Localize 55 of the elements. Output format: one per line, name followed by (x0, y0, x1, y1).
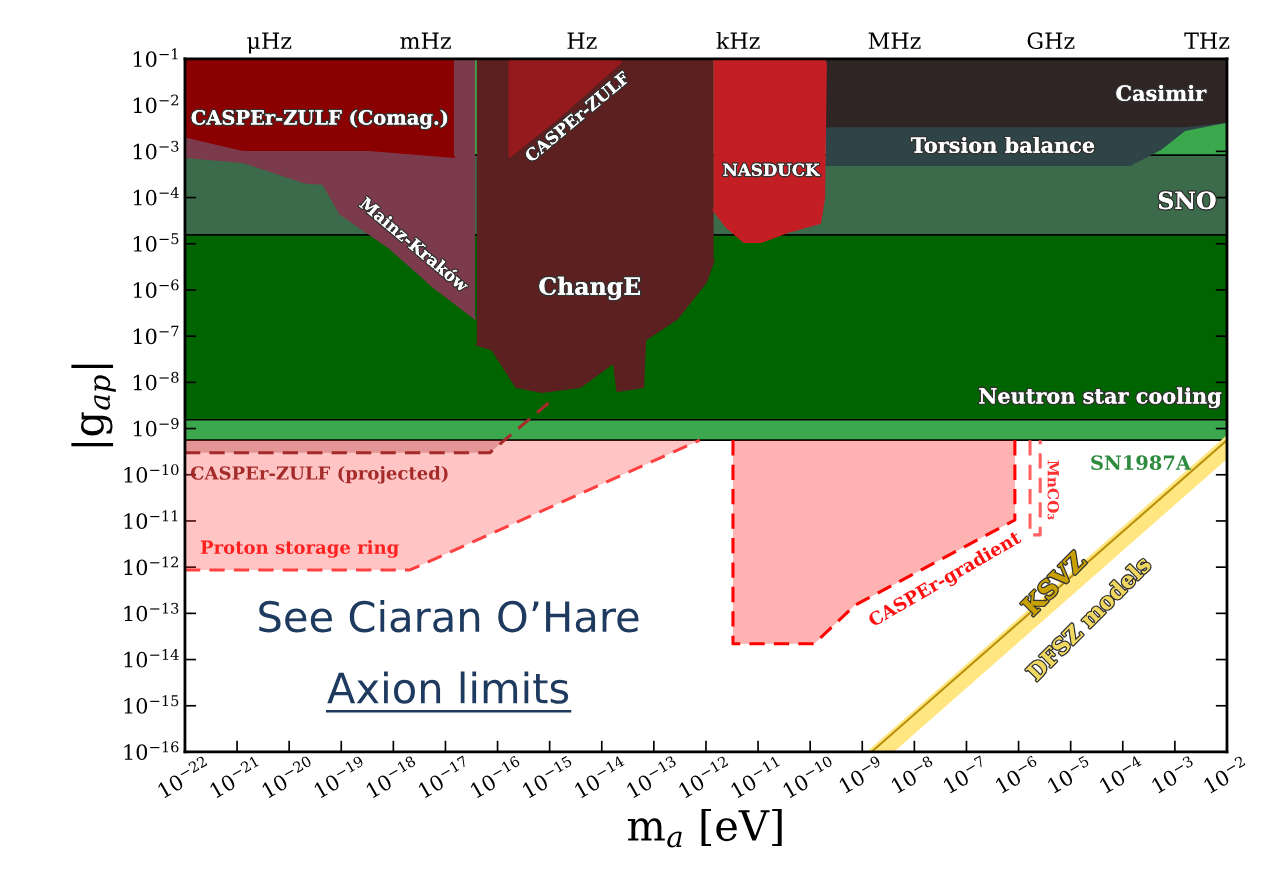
y-tick-label: 10$^{−6}$ (133, 279, 179, 299)
x-tick-label: 10$^{−13}$ (625, 755, 677, 799)
annotation: CASPEr-ZULF (projected) (190, 465, 448, 484)
x-tick-label: 10$^{−7}$ (941, 755, 990, 794)
annotation: CASPEr-ZULF (Comag.) (191, 109, 448, 129)
y-axis-title: |g$_{ap}$| (71, 364, 116, 447)
y-tick-label: 10$^{−2}$ (133, 94, 179, 114)
text: THz (1184, 32, 1230, 49)
y-tick-label: 10$^{−4}$ (133, 186, 179, 206)
x-tick-label: 10$^{−4}$ (1097, 755, 1146, 794)
x-tick-label: 10$^{−21}$ (207, 755, 263, 799)
y-tick-label: 10$^{−10}$ (124, 464, 179, 483)
x-tick-label: 10$^{−6}$ (993, 755, 1042, 794)
x-tick-label: 10$^{−2}$ (1201, 755, 1250, 794)
y-tick-label: 10$^{−14}$ (124, 648, 179, 668)
y-tick-label: 10$^{−15}$ (124, 695, 179, 714)
y-tick-label: 10$^{−5}$ (133, 233, 179, 252)
x-tick-label: 10$^{−14}$ (573, 755, 625, 799)
text: Hz (567, 32, 597, 49)
x-axis-title: m$_{a}$ [eV] (627, 808, 782, 848)
x-tick-label: 10$^{−15}$ (521, 755, 573, 799)
x-tick-label: 10$^{−17}$ (417, 755, 469, 799)
y-tick-label: 10$^{−8}$ (133, 371, 179, 391)
x-tick-label: 10$^{−5}$ (1045, 755, 1094, 794)
x-tick-label: 10$^{−18}$ (365, 755, 417, 799)
x-tick-label: 10$^{−8}$ (889, 755, 938, 794)
x-tick-label: 10$^{−12}$ (678, 755, 729, 799)
text: μHz (247, 32, 292, 54)
annotation: Proton storage ring (200, 540, 399, 558)
band-label: SNO (1158, 191, 1216, 210)
text: mHz (400, 32, 451, 49)
x-tick-label: 10$^{−3}$ (1149, 755, 1198, 794)
y-tick-label: 10$^{−13}$ (124, 602, 179, 622)
y-tick-label: 10$^{−7}$ (133, 325, 179, 345)
annotation: Axion limits (327, 671, 569, 704)
text: GHz (1027, 32, 1075, 50)
annotation: Torsion balance (910, 136, 1095, 154)
y-tick-label: 10$^{−1}$ (133, 48, 178, 68)
x-tick-label: 10$^{−16}$ (469, 755, 521, 799)
band-label: Neutron star cooling (979, 387, 1222, 409)
y-tick-label: 10$^{−11}$ (124, 510, 178, 530)
text: kHz (716, 31, 760, 49)
y-tick-label: 10$^{−12}$ (124, 556, 179, 576)
x-tick-label: 10$^{−20}$ (261, 755, 313, 799)
y-tick-label: 10$^{−9}$ (133, 417, 179, 437)
text: MHz (868, 32, 921, 49)
annotation: Casimir (1116, 84, 1207, 102)
legend-label: SN1987A (1091, 455, 1192, 471)
annotation: See Ciaran O’Hare (259, 600, 639, 633)
annotation: NASDUCK (723, 163, 821, 177)
annotation: ChangE (539, 276, 641, 300)
annotation: MnCO₃ (1047, 460, 1060, 520)
x-tick-label: 10$^{−9}$ (836, 755, 885, 794)
x-tick-label: 10$^{−19}$ (313, 755, 365, 799)
y-tick-label: 10$^{−3}$ (133, 140, 179, 160)
